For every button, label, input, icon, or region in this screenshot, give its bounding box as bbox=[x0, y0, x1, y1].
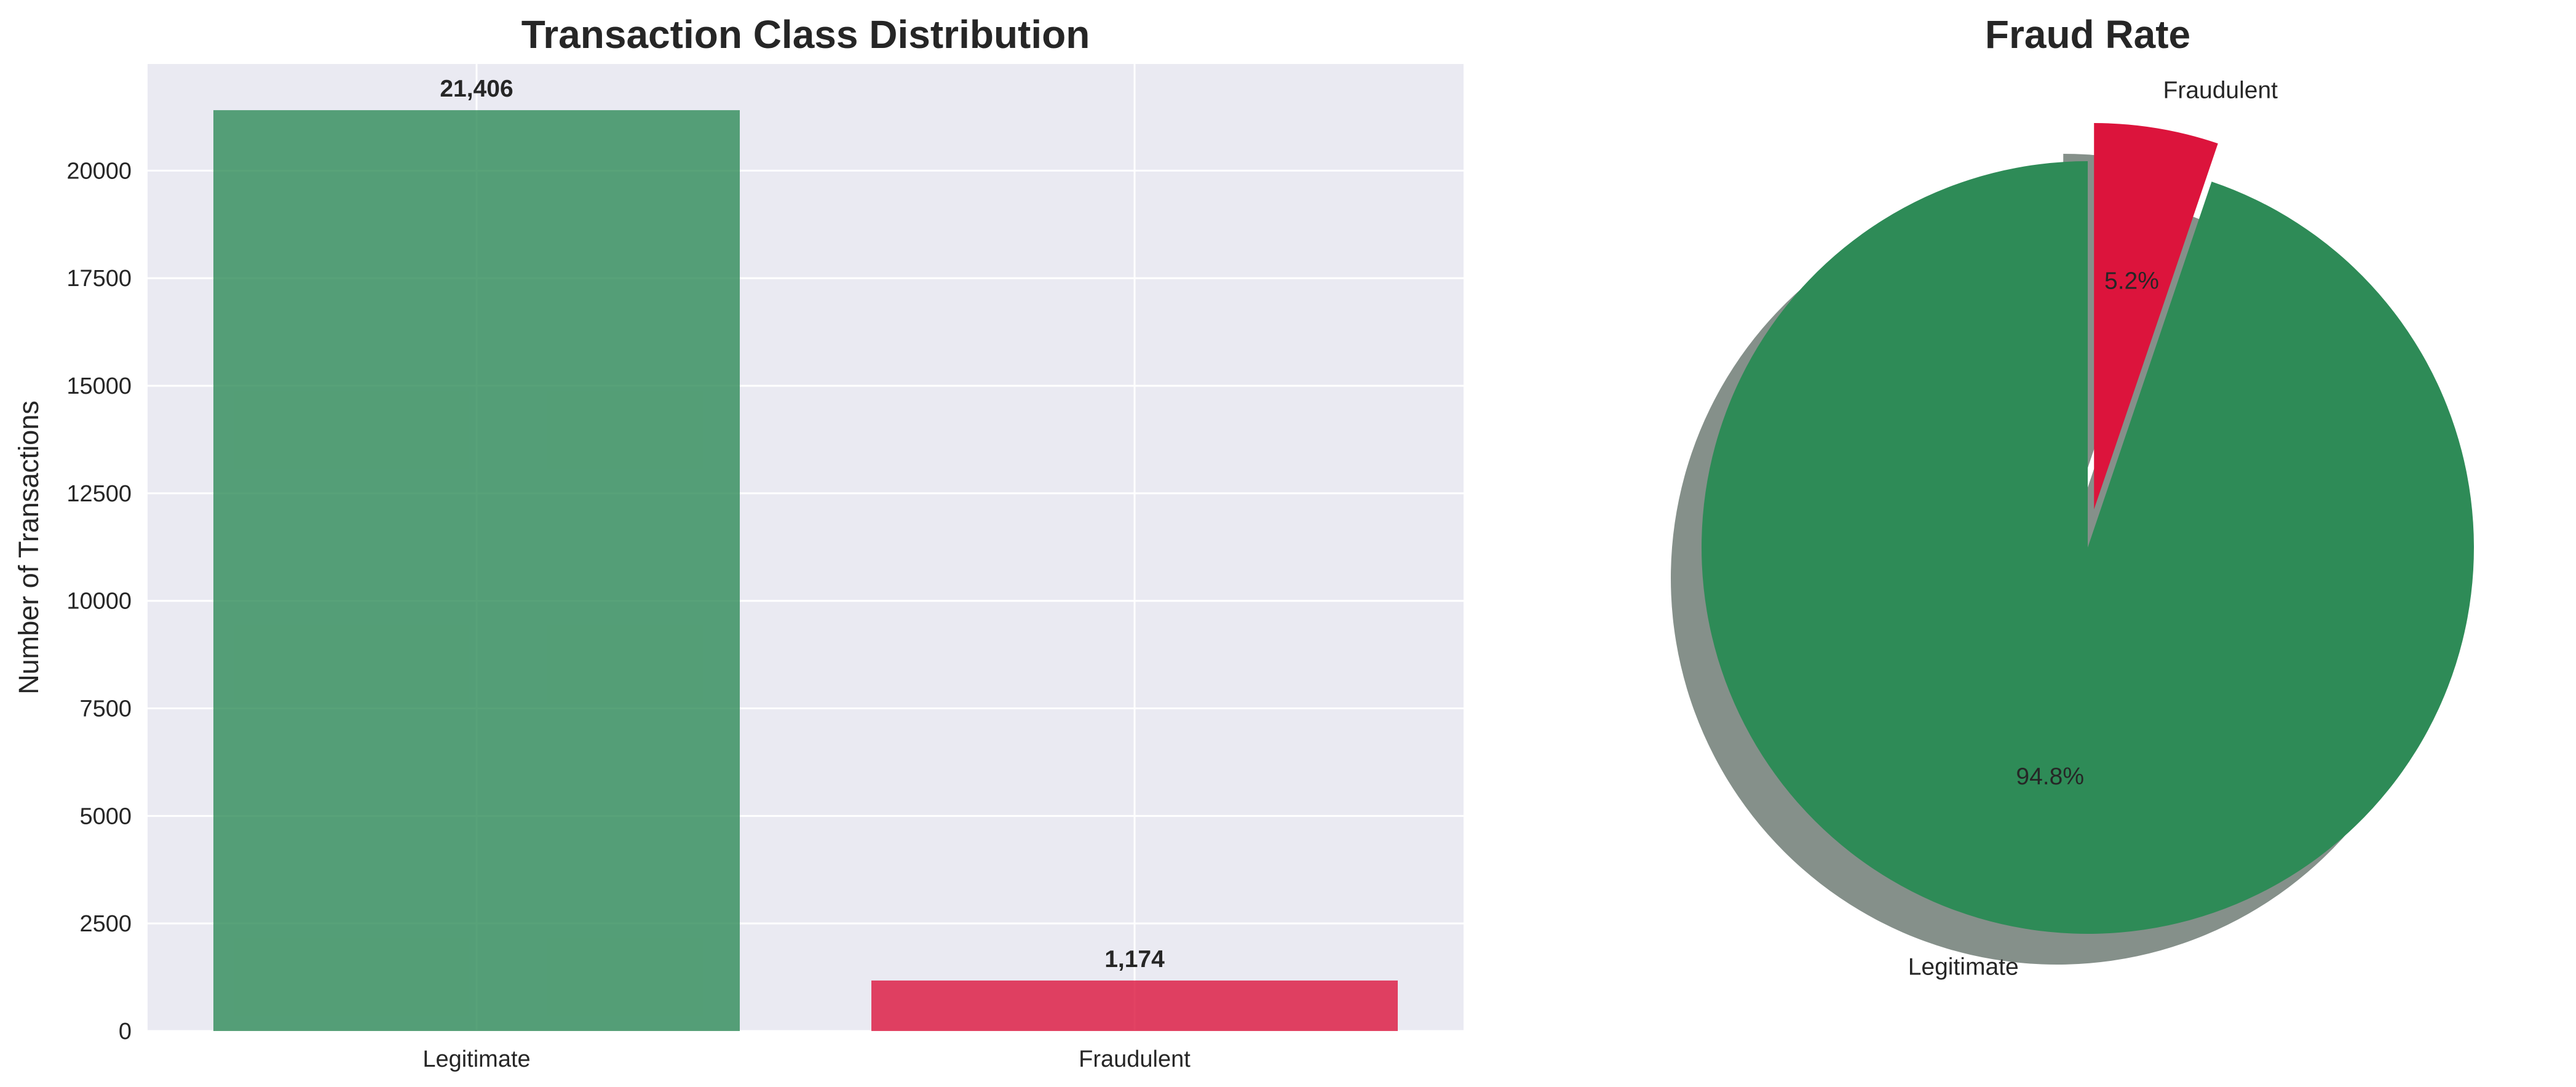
y-tick-label: 5000 bbox=[79, 803, 132, 829]
pie-slice-fraudulent bbox=[2094, 123, 2218, 510]
pie-slice-label: Legitimate bbox=[1908, 954, 2019, 981]
y-tick-label: 12500 bbox=[66, 481, 132, 507]
bar-chart-title: Transaction Class Distribution bbox=[521, 12, 1090, 57]
x-tick-label: Fraudulent bbox=[1079, 1046, 1191, 1072]
y-tick-label: 10000 bbox=[66, 589, 132, 615]
bar-x-ticks: Legitimate Fraudulent bbox=[422, 1046, 1191, 1072]
bar-value-labels: 21,406 1,174 bbox=[440, 76, 1165, 973]
bar-y-axis-label: Number of Transactions bbox=[13, 400, 44, 695]
pie-slice-legitimate bbox=[1702, 161, 2474, 934]
x-tick-label: Legitimate bbox=[422, 1046, 530, 1072]
y-tick-label: 2500 bbox=[79, 911, 132, 937]
bar-y-ticks: 0 2500 5000 7500 10000 12500 15000 17500 20000 bbox=[66, 158, 132, 1045]
y-tick-label: 0 bbox=[119, 1019, 132, 1045]
bar-marks bbox=[213, 110, 1398, 1032]
y-tick-label: 20000 bbox=[66, 158, 132, 184]
bar-fraudulent bbox=[871, 980, 1398, 1031]
bar-value-label: 21,406 bbox=[440, 76, 513, 102]
y-tick-label: 7500 bbox=[79, 696, 132, 722]
y-tick-label: 17500 bbox=[66, 266, 132, 292]
pie-percent-label: 94.8% bbox=[2016, 763, 2084, 790]
pie-slice-label: Fraudulent bbox=[2163, 77, 2278, 103]
pie-percent-label: 5.2% bbox=[2104, 268, 2159, 294]
bar-legitimate bbox=[213, 110, 740, 1032]
bar-chart: 0 2500 5000 7500 10000 12500 15000 17500 20000 L… bbox=[13, 12, 1464, 1072]
pie-slices bbox=[1702, 123, 2474, 934]
pie-chart: Legitimate 94.8% Fraudulent 5.2% Fraud Rate bbox=[1671, 12, 2474, 981]
bar-value-label: 1,174 bbox=[1104, 946, 1165, 973]
pie-labels: Legitimate 94.8% Fraudulent 5.2% bbox=[1908, 77, 2278, 980]
y-tick-label: 15000 bbox=[66, 373, 132, 399]
pie-chart-title: Fraud Rate bbox=[1985, 12, 2190, 57]
